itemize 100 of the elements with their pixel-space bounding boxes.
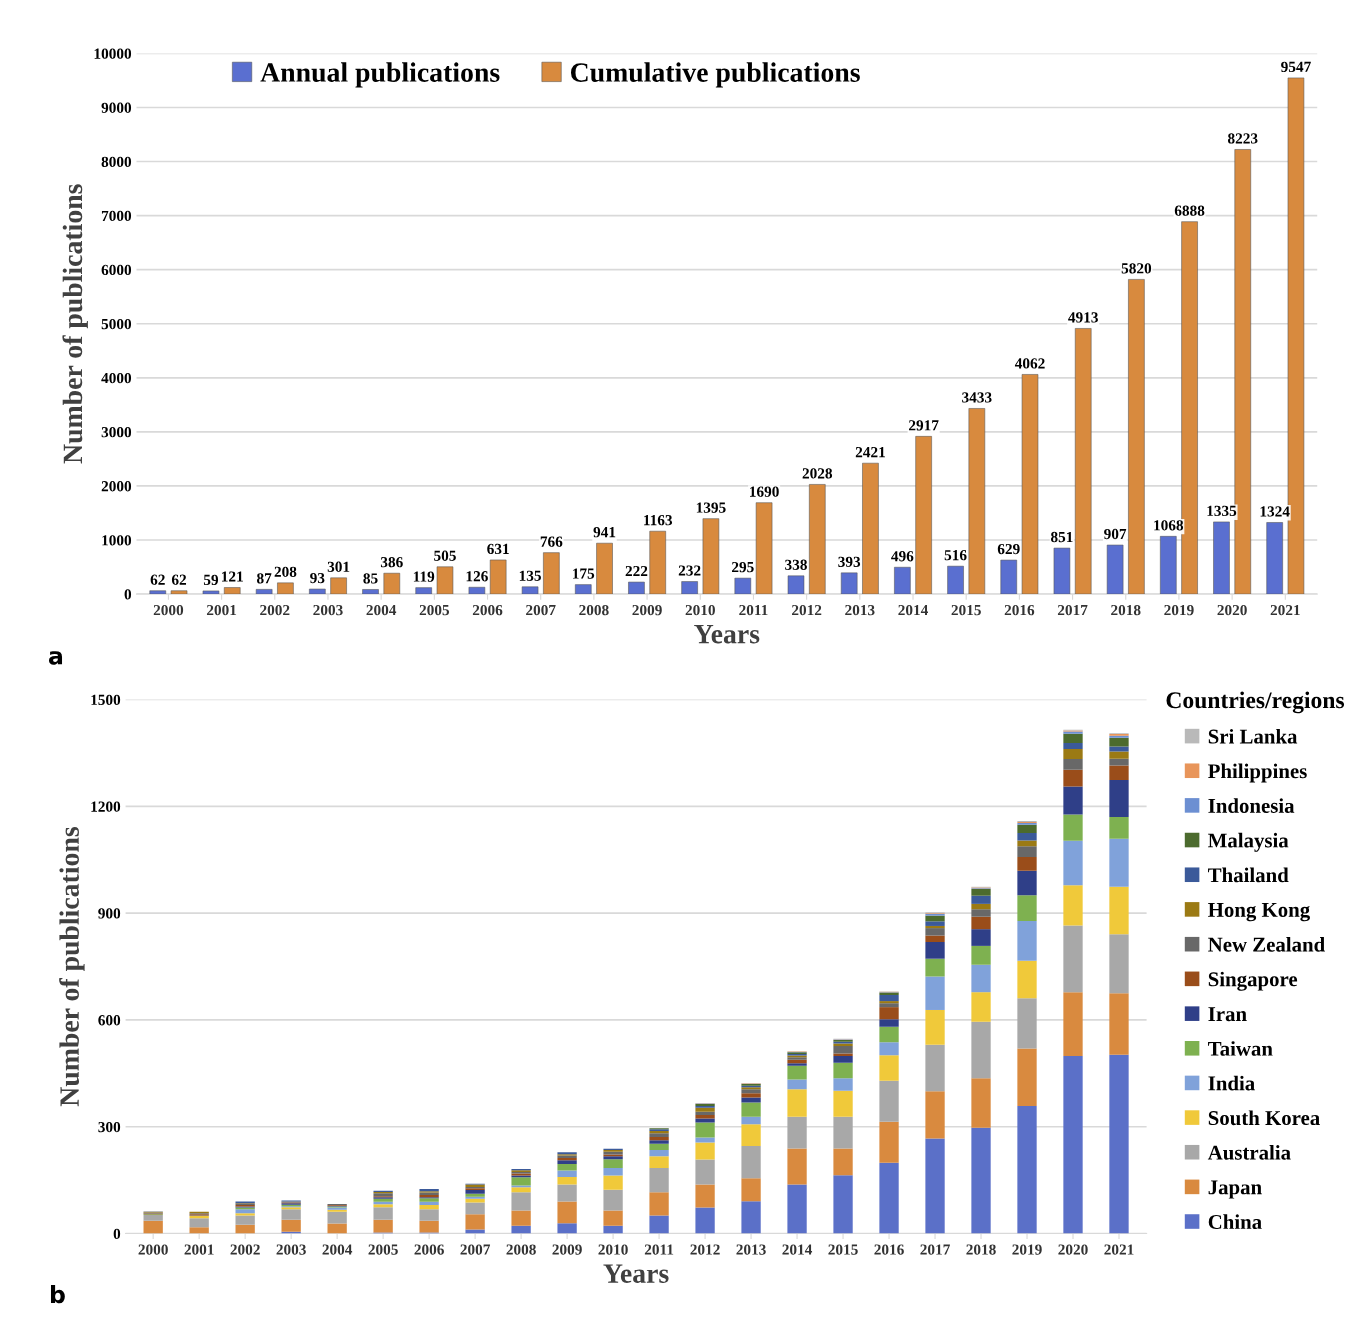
x-tick-label: 2006 [414,1244,444,1255]
x-tick-label: 2001 [184,1244,214,1255]
legend-label: South Korea [1208,1110,1320,1126]
data-label: 1163 [644,515,673,526]
x-tick-label: 2010 [685,604,715,616]
data-label: 175 [573,568,595,579]
x-tick-label: 2007 [460,1244,491,1255]
data-label: 8223 [1228,133,1258,144]
data-label: 1068 [1154,520,1184,531]
data-label: 629 [997,543,1020,555]
data-label: 119 [413,571,435,582]
x-tick-label: 2002 [230,1244,260,1255]
data-label: 496 [891,551,914,562]
data-label: 121 [222,571,243,582]
y-tick-label: 9000 [101,102,132,113]
y-tick-label: 7000 [101,210,132,222]
data-label: 59 [203,574,219,585]
data-label: 2421 [855,447,885,458]
x-tick-label: 2005 [368,1244,398,1255]
x-tick-label: 2005 [419,604,450,616]
x-tick-label: 2009 [552,1244,582,1255]
data-label: 907 [1104,528,1127,540]
x-tick-label: 2009 [632,604,662,616]
x-tick-label: 2004 [322,1244,353,1255]
data-label: 4062 [1014,358,1045,369]
x-tick-label: 2012 [792,604,822,616]
x-tick-label: 2002 [260,604,290,616]
legend-label: Australia [1207,1145,1291,1160]
data-label: 9547 [1281,61,1311,73]
data-label: 85 [363,573,378,584]
text: a [48,651,63,665]
data-label: 3433 [962,392,992,403]
legend-label: Annual publications [260,62,500,88]
data-label: 1690 [750,486,779,497]
y-tick-label: 6000 [101,264,132,276]
legend-label: Cumulative publications [570,62,860,88]
x-tick-label: 2019 [1012,1244,1042,1255]
data-label: 5820 [1121,263,1152,274]
data-label: 126 [466,571,488,582]
y-tick-label: 600 [98,1015,121,1026]
legend-label: New Zealand [1208,937,1325,952]
y-tick-label: 1000 [102,535,132,546]
data-label: 4913 [1068,312,1098,323]
legend-label: Taiwan [1208,1041,1273,1056]
data-label: 208 [274,566,297,577]
legend-label: Thailand [1208,867,1289,883]
x-tick-label: 2003 [313,604,343,616]
legend-label: Iran [1208,1007,1247,1022]
x-tick-label: 2019 [1164,604,1194,616]
x-tick-label: 2016 [874,1244,904,1255]
text: b [50,1285,65,1304]
x-tick-label: 2015 [951,604,981,616]
x-tick-label: 2001 [206,604,237,616]
y-tick-label: 900 [98,908,121,919]
y-tick-label: 300 [98,1121,121,1133]
data-label: 2917 [909,420,939,431]
data-label: 93 [310,572,325,584]
legend-label: Philippines [1208,763,1307,783]
x-tick-label: 2008 [579,604,609,616]
x-tick-label: 2020 [1217,604,1247,616]
y-tick-label: 0 [113,1228,121,1239]
y-axis-title: Number of publications [59,827,85,1107]
legend-label: China [1208,1214,1262,1230]
y-tick-label: 8000 [101,156,132,167]
x-tick-label: 2017 [920,1244,950,1255]
x-tick-label: 2017 [1057,604,1088,616]
x-tick-label: 2011 [644,1244,674,1255]
data-label: 6888 [1174,205,1205,216]
x-tick-label: 2008 [506,1244,536,1255]
x-tick-label: 2018 [966,1244,996,1255]
x-tick-label: 2012 [690,1244,720,1255]
legend-label: Hong Kong [1208,903,1310,922]
x-tick-label: 2021 [1270,604,1300,616]
data-label: 631 [487,543,509,555]
x-tick-label: 2016 [1004,604,1035,616]
data-label: 338 [785,559,807,570]
legend-label: Malaysia [1208,832,1289,852]
data-label: 516 [944,550,967,561]
data-label: 222 [625,565,648,577]
data-label: 62 [171,574,187,585]
data-label: 1324 [1260,506,1290,517]
y-tick-label: 4000 [101,372,132,384]
data-label: 87 [257,573,272,584]
x-axis-title: Years [603,1264,669,1283]
legend-label: Japan [1208,1180,1262,1199]
data-label: 393 [838,556,861,567]
x-tick-label: 2014 [782,1244,813,1255]
data-label: 1395 [696,502,726,513]
x-tick-label: 2015 [828,1244,858,1255]
x-tick-label: 2021 [1104,1244,1134,1255]
y-tick-label: 5000 [101,318,132,330]
x-tick-label: 2003 [276,1244,306,1255]
y-tick-label: 3000 [101,427,132,438]
x-tick-label: 2010 [598,1244,628,1255]
data-label: 301 [327,561,350,572]
x-tick-label: 2013 [736,1244,766,1255]
x-tick-label: 2006 [472,604,503,616]
x-tick-label: 2018 [1111,604,1141,616]
data-label: 135 [519,570,541,581]
legend-label: Indonesia [1208,798,1295,813]
